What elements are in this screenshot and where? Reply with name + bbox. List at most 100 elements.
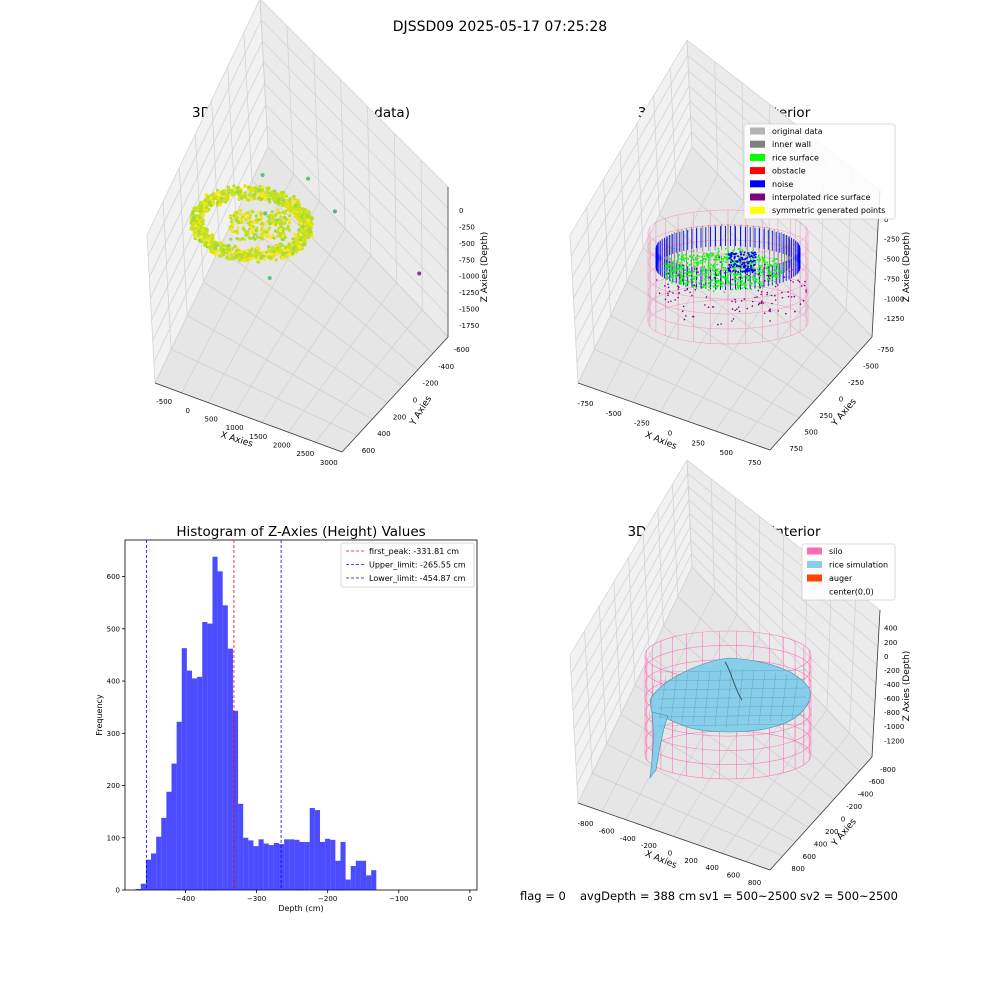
rice-surface-point [746,254,748,257]
rice-surface-point [676,268,678,271]
raw-point [291,246,295,251]
raw-point [246,252,251,256]
rice-surface-point [686,281,688,284]
raw-point [204,240,208,245]
raw-point [245,249,249,253]
grid-line [586,207,785,435]
interpolated-point [668,290,671,293]
rice-surface-point [740,276,743,279]
raw-point [251,236,255,240]
grid-line [613,581,809,828]
raw-point [301,211,306,216]
raw-point [211,250,215,255]
rice-surface-point [755,272,758,275]
rice-surface-point [715,256,717,259]
raw-point [252,220,256,224]
raw-point [306,225,311,229]
rice-surface-point [690,263,692,265]
grid-line [569,459,688,656]
noise-point [730,255,733,258]
rice-surface-point [710,255,713,257]
noise-point [743,270,746,273]
noise-point [747,265,750,268]
classify-legend-swatch [750,206,765,214]
raw-point [227,257,231,261]
classify-z-tick: -750 [884,275,900,283]
rice-surface-point [775,270,777,272]
interpolated-point [769,310,772,313]
grid-line [686,459,873,758]
interpolated-point [760,293,762,296]
interpolated-point [774,285,777,288]
interpolated-point [719,261,722,263]
classify-x-tick: -750 [578,400,594,408]
interpolated-point [791,268,793,271]
histogram-bar [284,839,290,890]
raw-point [280,190,284,195]
interpolated-point [734,298,736,301]
histogram-bar [325,838,331,890]
rice-surface-point [768,264,771,267]
grid-line [152,104,267,341]
interpolated-point [800,285,803,287]
rice-surface-point [723,291,726,293]
rice-surface-point [758,264,760,267]
histogram-bar [145,859,152,890]
interpolated-point [692,315,694,318]
interpolated-point [689,291,691,294]
noise-point [745,268,748,271]
raw-point [209,196,214,200]
interpolated-point [760,302,762,305]
histogram-y-tick-label: 200 [107,782,120,790]
interpolated-point [674,299,676,301]
histogram-bar [151,853,157,890]
raw-z-tick: -1250 [459,289,479,297]
rice-surface-point [722,257,725,260]
interpolated-point [693,268,696,270]
interpolated-point [672,292,674,294]
histogram-y-tick-label: 100 [107,834,120,842]
rice-surface-point [704,287,707,289]
histogram-bar [156,836,162,890]
rice-surface-point [694,257,697,259]
grid-line [178,167,373,420]
histogram-x-ticks: −400 −300 −200 −100 0 [176,890,472,903]
raw-point [256,257,261,262]
rice-surface-point [759,274,762,277]
raw-point [237,217,242,221]
grid-line [243,32,434,354]
raw-point [244,257,248,262]
raw-point [236,226,240,230]
raw-point [269,252,274,256]
noise-point [748,253,751,256]
rice-surface-point [754,261,757,264]
raw-point [276,208,280,212]
rice-surface-point [724,277,726,280]
rice-surface-point [737,248,740,250]
raw-point [258,192,262,197]
interpolated-point [787,295,790,298]
rice-surface-point [724,267,727,269]
rice-surface-point [778,271,780,273]
raw-outlier-point [417,271,422,276]
interpolated-point [756,296,758,298]
interpolated-point [790,296,793,298]
rice-surface-point [722,282,725,285]
rice-surface-point [680,279,682,282]
raw-point [284,254,289,258]
status-sv2: sv2 = 500~2500 [800,889,898,903]
raw-point [242,237,247,241]
histogram-bar [366,875,372,890]
raw-y-tick: -400 [438,363,454,371]
grid-line [264,83,449,273]
rice-surface-point [691,277,694,279]
raw-point [247,185,252,190]
rice-surface-point [737,281,739,283]
rice-surface-point [701,261,704,264]
rice-mesh-line [681,672,689,723]
rice-mesh-line [657,678,807,682]
interpolated-point [697,271,699,274]
rice-surface-point [703,265,706,268]
rice-surface-point [756,268,759,271]
classify-legend-label: rice surface [772,153,819,162]
